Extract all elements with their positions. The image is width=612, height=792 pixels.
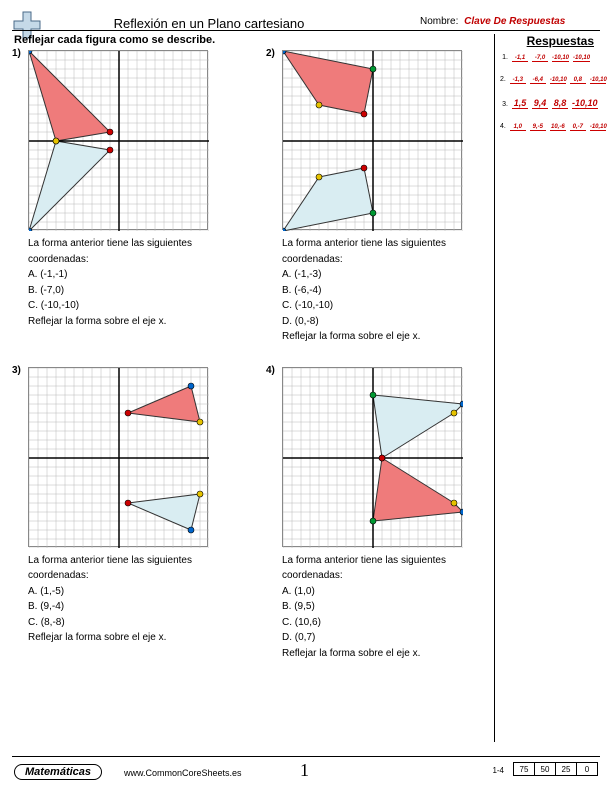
coord-line: C. (8,-8) bbox=[28, 615, 238, 631]
vertical-divider bbox=[494, 34, 495, 742]
instruction-text: Reflejar cada figura como se describe. bbox=[14, 34, 215, 46]
problem: 1) La forma anterior tiene las siguientes… bbox=[14, 48, 238, 345]
answer-cell: 1,5 bbox=[512, 98, 528, 109]
answer-num: 2. bbox=[500, 76, 506, 83]
problem-number: 4) bbox=[266, 365, 275, 376]
answer-cell: 0,8 bbox=[570, 77, 586, 84]
coord-line: B. (-6,-4) bbox=[282, 283, 492, 299]
coord-line: C. (10,6) bbox=[282, 615, 492, 631]
coordinate-grid bbox=[282, 367, 462, 547]
name-value: Clave De Respuestas bbox=[461, 16, 565, 27]
problems-grid: 1) La forma anterior tiene las siguientes… bbox=[14, 48, 492, 661]
answer-cell: -10,10 bbox=[590, 124, 606, 131]
footer: Matemáticas www.CommonCoreSheets.es 1 1-… bbox=[0, 756, 612, 792]
answers-heading: Respuestas bbox=[527, 34, 594, 48]
coordinate-grid bbox=[28, 367, 208, 547]
problem-number: 3) bbox=[12, 365, 21, 376]
score-cell: 75 bbox=[513, 762, 535, 776]
problem-description: La forma anterior tiene las siguientes c… bbox=[28, 236, 238, 329]
coords-intro: La forma anterior tiene las siguientes c… bbox=[28, 553, 238, 584]
answer-cell: 1,0 bbox=[510, 124, 526, 131]
problem: 4) La forma anterior tiene las siguientes… bbox=[268, 365, 492, 662]
coords-intro: La forma anterior tiene las siguientes c… bbox=[282, 236, 492, 267]
name-label: Nombre: bbox=[420, 16, 458, 27]
coord-line: D. (0,7) bbox=[282, 630, 492, 646]
coordinate-grid bbox=[28, 50, 208, 230]
answer-cell: -1,3 bbox=[510, 77, 526, 84]
reflect-action: Reflejar la forma sobre el eje x. bbox=[282, 329, 492, 345]
footer-range: 1-4 bbox=[492, 766, 504, 775]
coord-line: B. (-7,0) bbox=[28, 283, 238, 299]
answer-cell: 10,-6 bbox=[550, 124, 566, 131]
score-cell: 25 bbox=[555, 762, 577, 776]
answer-cell: -7,0 bbox=[532, 55, 548, 62]
footer-url: www.CommonCoreSheets.es bbox=[124, 768, 242, 778]
coord-line: A. (-1,-1) bbox=[28, 267, 238, 283]
problem-number: 2) bbox=[266, 48, 275, 59]
problem: 2) La forma anterior tiene las siguientes… bbox=[268, 48, 492, 345]
answer-row: 4.1,09,-510,-60,-7-10,10 bbox=[500, 123, 600, 131]
answer-num: 1. bbox=[500, 54, 508, 61]
answer-cell: -10,10 bbox=[590, 77, 606, 84]
coord-line: C. (-10,-10) bbox=[28, 298, 238, 314]
coord-line: B. (9,-4) bbox=[28, 599, 238, 615]
answer-cell: -6,4 bbox=[530, 77, 546, 84]
answer-row: 2.-1,3-6,4-10,100,8-10,10 bbox=[500, 76, 600, 84]
answer-cell: 9,-5 bbox=[530, 124, 546, 131]
problem-description: La forma anterior tiene las siguientes c… bbox=[282, 553, 492, 662]
answer-cell: -10,10 bbox=[552, 55, 569, 62]
coord-line: A. (1,-5) bbox=[28, 584, 238, 600]
answer-cell: 0,-7 bbox=[570, 124, 586, 131]
name-field: Nombre: Clave De Respuestas bbox=[420, 16, 565, 27]
problem-number: 1) bbox=[12, 48, 21, 59]
answer-cell: -10,10 bbox=[573, 55, 590, 62]
reflect-action: Reflejar la forma sobre el eje x. bbox=[28, 314, 238, 330]
answer-cell: 9,4 bbox=[532, 98, 548, 109]
answer-num: 4. bbox=[500, 123, 506, 130]
problem-description: La forma anterior tiene las siguientes c… bbox=[28, 553, 238, 646]
answer-num: 3. bbox=[500, 101, 508, 108]
coord-line: C. (-10,-10) bbox=[282, 298, 492, 314]
score-cell: 0 bbox=[576, 762, 598, 776]
answers-list: 1. -1,1 -7,0 -10,10 -10,10 2. -1,3 -6,4 -10,10 0,… bbox=[500, 54, 600, 145]
answer-cell: -1,1 bbox=[512, 55, 528, 62]
coord-line: D. (0,-8) bbox=[282, 314, 492, 330]
coord-line: A. (-1,-3) bbox=[282, 267, 492, 283]
answer-row: 3. 1,5 9,4 8,8 -10,10 bbox=[500, 98, 600, 109]
score-cell: 50 bbox=[534, 762, 556, 776]
coords-intro: La forma anterior tiene las siguientes c… bbox=[28, 236, 238, 267]
answer-cell: -10,10 bbox=[572, 98, 598, 109]
coords-intro: La forma anterior tiene las siguientes c… bbox=[282, 553, 492, 584]
score-boxes: 7550250 bbox=[514, 762, 598, 776]
page-title: Reflexión en un Plano cartesiano bbox=[0, 16, 418, 31]
problem-description: La forma anterior tiene las siguientes c… bbox=[282, 236, 492, 345]
footer-subject: Matemáticas bbox=[14, 764, 102, 780]
problem: 3) La forma anterior tiene las siguientes… bbox=[14, 365, 238, 662]
coord-line: B. (9,5) bbox=[282, 599, 492, 615]
coordinate-grid bbox=[282, 50, 462, 230]
reflect-action: Reflejar la forma sobre el eje x. bbox=[28, 630, 238, 646]
answer-cell: -10,10 bbox=[550, 77, 566, 84]
answer-row: 1. -1,1 -7,0 -10,10 -10,10 bbox=[500, 54, 600, 62]
coord-line: A. (1,0) bbox=[282, 584, 492, 600]
footer-divider bbox=[12, 756, 600, 757]
reflect-action: Reflejar la forma sobre el eje x. bbox=[282, 646, 492, 662]
header-divider bbox=[12, 30, 600, 31]
answer-cell: 8,8 bbox=[552, 98, 568, 109]
page-number: 1 bbox=[300, 760, 309, 781]
